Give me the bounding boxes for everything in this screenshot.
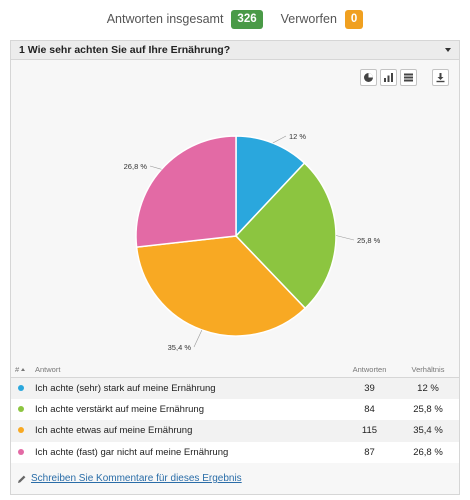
header-answer[interactable]: Antwort xyxy=(31,362,342,378)
pie-slice[interactable] xyxy=(135,135,237,248)
header-ratio[interactable]: Verhältnis xyxy=(397,362,459,378)
pie-leader-line xyxy=(193,329,203,348)
color-dot-icon xyxy=(18,427,24,434)
pie-slice-label: 35,4 % xyxy=(168,343,192,352)
answer-count: 115 xyxy=(342,420,397,442)
download-icon xyxy=(436,73,445,83)
answer-ratio: 35,4 % xyxy=(397,420,459,442)
pie-slice[interactable] xyxy=(135,235,307,337)
pie-chart-icon xyxy=(364,73,373,82)
results-summary: Antworten insgesamt 326 Verworfen 0 xyxy=(0,8,470,30)
color-dot-icon xyxy=(18,448,24,455)
pie-chart: 12 % 25,8 % 35,4 % 26,8 % xyxy=(124,132,381,352)
pie-slice-label: 25,8 % xyxy=(357,236,381,245)
pie-slice-label: 12 % xyxy=(289,132,306,141)
pie-leader-line xyxy=(272,135,287,144)
table-row: Ich achte (sehr) stark auf meine Ernähru… xyxy=(11,377,459,399)
sort-icon xyxy=(21,368,26,372)
total-answers-label: Antworten insgesamt xyxy=(106,12,224,26)
question-title: 1 Wie sehr achten Sie auf Ihre Ernährung… xyxy=(19,44,231,56)
discarded-badge: 0 xyxy=(344,9,364,29)
table-view-icon xyxy=(404,73,413,82)
pie-slice-label: 26,8 % xyxy=(124,162,148,171)
answer-ratio: 25,8 % xyxy=(397,398,459,420)
answer-ratio: 12 % xyxy=(397,377,459,399)
question-header[interactable]: 1 Wie sehr achten Sie auf Ihre Ernährung… xyxy=(11,41,459,60)
comment-row: Schreiben Sie Kommentare für dieses Erge… xyxy=(17,473,242,484)
chevron-down-icon[interactable] xyxy=(445,48,451,52)
answers-table: # Antwort Antworten Verhältnis Ich achte… xyxy=(11,362,459,463)
table-view-button[interactable] xyxy=(400,69,417,86)
answer-text: Ich achte (sehr) stark auf meine Ernähru… xyxy=(31,377,342,399)
discarded-label: Verworfen xyxy=(280,12,337,26)
table-row: Ich achte (fast) gar nicht auf meine Ern… xyxy=(11,441,459,463)
download-button[interactable] xyxy=(432,69,449,86)
pie-chart-button[interactable] xyxy=(360,69,377,86)
bar-chart-button[interactable] xyxy=(380,69,397,86)
header-count[interactable]: Antworten xyxy=(342,362,397,378)
table-header-row: # Antwort Antworten Verhältnis xyxy=(11,362,459,378)
pencil-icon xyxy=(18,475,26,483)
pie-leader-line xyxy=(149,165,162,170)
color-dot-icon xyxy=(18,405,24,412)
answer-text: Ich achte (fast) gar nicht auf meine Ern… xyxy=(31,441,342,463)
bar-chart-icon xyxy=(384,73,393,82)
table-row: Ich achte etwas auf meine Ernährung 115 … xyxy=(11,420,459,442)
total-answers-badge: 326 xyxy=(231,9,263,29)
answer-ratio: 26,8 % xyxy=(397,441,459,463)
color-dot-icon xyxy=(18,384,24,391)
question-panel: 1 Wie sehr achten Sie auf Ihre Ernährung… xyxy=(10,40,460,495)
pie-leader-line xyxy=(335,235,355,241)
answer-count: 39 xyxy=(342,377,397,399)
answer-count: 87 xyxy=(342,441,397,463)
write-comment-link[interactable]: Schreiben Sie Kommentare für dieses Erge… xyxy=(31,473,242,484)
answer-count: 84 xyxy=(342,398,397,420)
header-number[interactable]: # xyxy=(11,362,31,378)
answer-text: Ich achte etwas auf meine Ernährung xyxy=(31,420,342,442)
table-row: Ich achte verstärkt auf meine Ernährung … xyxy=(11,398,459,420)
answer-text: Ich achte verstärkt auf meine Ernährung xyxy=(31,398,342,420)
chart-toolbar xyxy=(360,69,449,86)
